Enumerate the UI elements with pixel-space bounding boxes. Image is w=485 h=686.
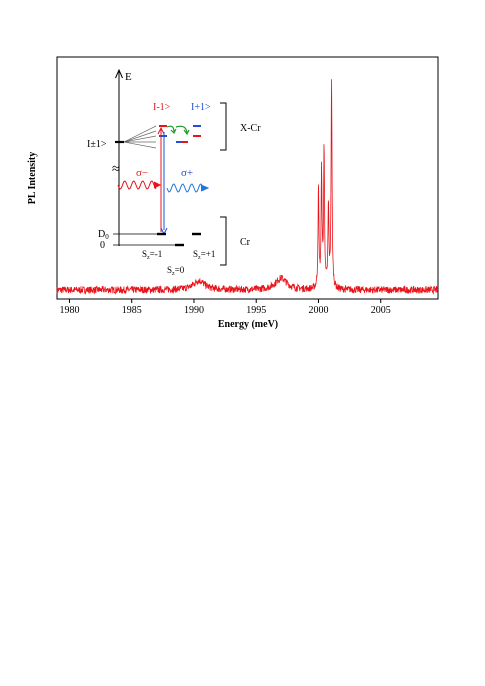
state-pm1-label: I±1> — [87, 139, 107, 150]
energy-level-diagram: E ≈ I±1> I-1> I+1> X-Cr — [87, 68, 261, 277]
x-tick-label: 1990 — [184, 305, 204, 316]
sigma-plus-arrowhead — [200, 184, 210, 192]
plot-frame — [56, 56, 439, 300]
x-tick-label: 1980 — [59, 305, 79, 316]
transition-red-arrowhead — [157, 126, 165, 135]
xcr-label: X-Cr — [240, 123, 261, 134]
d0-label: D0 — [98, 229, 109, 241]
x-tick-label: 2000 — [308, 305, 328, 316]
sigma-plus-label: σ+ — [181, 167, 193, 179]
axis-break-symbol: ≈ — [112, 162, 120, 177]
x-axis-label: Energy (meV) — [218, 319, 278, 330]
energy-axis-label: E — [125, 71, 132, 83]
sigma-minus-photon — [117, 180, 157, 190]
xcr-bracket — [220, 102, 227, 151]
sz-plus1-label: Sz=+1 — [193, 249, 215, 261]
cr-label: Cr — [240, 237, 251, 248]
sigma-minus-arrowhead — [153, 181, 162, 189]
energy-axis-arrowhead — [115, 68, 123, 79]
zero-label: 0 — [100, 240, 105, 251]
x-axis-ticks: 1980 1985 1990 1995 2000 2005 — [59, 299, 391, 316]
x-tick-label: 1985 — [122, 305, 142, 316]
splitting-fan — [123, 125, 157, 149]
sz-minus1-label: Sz=-1 — [142, 249, 162, 261]
pl-spectrum-line — [56, 79, 439, 295]
state-minus1-label: I-1> — [153, 102, 171, 113]
cr-bracket — [220, 216, 227, 266]
x-tick-label: 2005 — [371, 305, 391, 316]
sigma-minus-label: σ− — [136, 167, 148, 179]
x-tick-label: 1995 — [246, 305, 266, 316]
y-axis-label: PL Intensity — [27, 152, 38, 205]
sz-zero-label: Sz=0 — [167, 265, 185, 277]
sigma-plus-photon — [166, 183, 205, 193]
relaxation-arrows — [166, 125, 190, 136]
state-plus1-label: I+1> — [191, 102, 211, 113]
